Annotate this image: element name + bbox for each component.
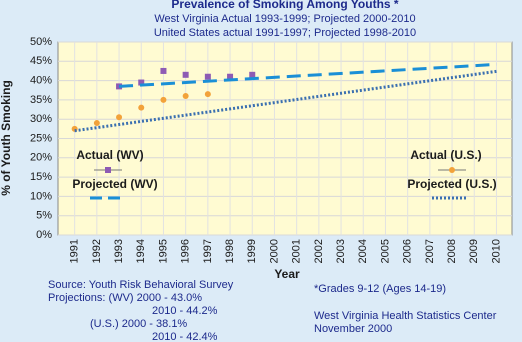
series-line [74, 69, 497, 133]
x-tick-label: 2001 [291, 239, 303, 263]
chart-subtitle: United States actual 1991-1997; Projecte… [154, 27, 416, 39]
legend-label: Projected (U.S.) [407, 177, 496, 191]
x-tick-label: 2009 [468, 239, 480, 263]
x-tick-label: 2002 [313, 239, 325, 263]
data-point [249, 71, 256, 78]
x-tick-label: 1994 [135, 239, 147, 263]
annotation: (U.S.) 2000 - 38.1% [90, 318, 187, 330]
y-tick-label: 25% [30, 132, 52, 144]
y-tick-label: 35% [30, 94, 52, 106]
chart-title: Prevalence of Smoking Among Youths * [171, 0, 398, 11]
data-point [204, 73, 211, 80]
x-axis-label: Year [274, 267, 300, 281]
annotation: *Grades 9-12 (Ages 14-19) [314, 283, 446, 295]
data-point [204, 91, 211, 98]
annotation: November 2000 [314, 323, 392, 335]
y-tick-label: 30% [30, 113, 52, 125]
x-tick-label: 2007 [424, 239, 436, 263]
data-point [138, 79, 145, 86]
y-tick-label: 15% [30, 171, 52, 183]
data-point [160, 67, 167, 74]
y-axis-label: % of Youth Smoking [0, 80, 13, 196]
x-tick-label: 1991 [69, 239, 81, 263]
series-line [118, 62, 497, 88]
x-tick-label: 2008 [446, 239, 458, 263]
legend-label: Actual (WV) [76, 148, 143, 162]
annotation: Source: Youth Risk Behavioral Survey [48, 279, 234, 291]
x-tick-label: 2003 [335, 239, 347, 263]
chart-subtitle: West Virginia Actual 1993-1999; Projecte… [154, 13, 415, 25]
data-point [182, 93, 189, 100]
y-tick-label: 5% [36, 210, 52, 222]
data-point [182, 71, 189, 78]
data-point [138, 104, 145, 111]
x-tick-label: 1998 [224, 239, 236, 263]
x-tick-label: 2006 [402, 239, 414, 263]
x-tick-label: 1997 [202, 239, 214, 263]
y-tick-label: 50% [30, 36, 52, 48]
legend-marker [449, 167, 455, 173]
legend-label: Actual (U.S.) [410, 148, 481, 162]
x-tick-label: 1992 [91, 239, 103, 263]
x-tick-label: 2000 [268, 239, 280, 263]
x-tick-label: 1993 [113, 239, 125, 263]
y-tick-label: 20% [30, 152, 52, 164]
data-point [227, 73, 234, 80]
annotation: 2010 - 44.2% [152, 305, 218, 317]
data-point [93, 120, 100, 127]
x-tick-label: 2004 [357, 239, 369, 263]
legend-label: Projected (WV) [72, 177, 157, 191]
annotation: West Virginia Health Statistics Center [314, 310, 497, 322]
annotation: Projections: (WV) 2000 - 43.0% [48, 292, 202, 304]
y-tick-label: 0% [36, 229, 52, 241]
x-tick-label: 2005 [379, 239, 391, 263]
data-point [160, 96, 167, 103]
legend-marker [105, 167, 111, 173]
y-tick-label: 40% [30, 75, 52, 87]
y-tick-label: 45% [30, 55, 52, 67]
x-tick-label: 1999 [246, 239, 258, 263]
x-tick-label: 2010 [490, 239, 502, 263]
x-tick-label: 1995 [157, 239, 169, 263]
annotation: 2010 - 42.4% [152, 331, 218, 342]
x-tick-label: 1996 [180, 239, 192, 263]
y-tick-label: 10% [30, 190, 52, 202]
data-point [71, 125, 78, 132]
data-point [116, 114, 123, 121]
